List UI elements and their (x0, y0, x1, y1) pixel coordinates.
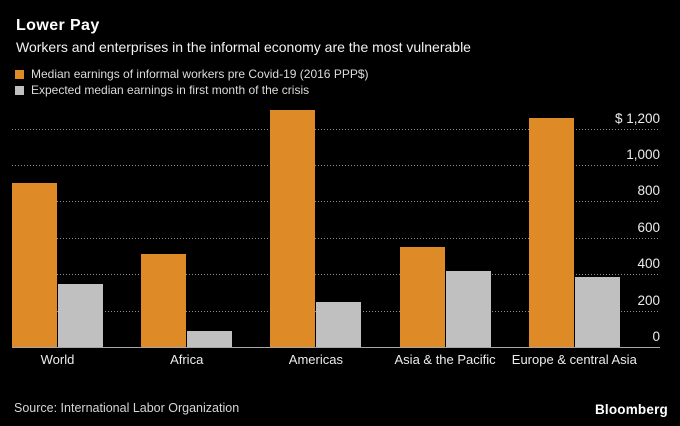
source-text: Source: International Labor Organization (14, 401, 240, 415)
x-axis-category-label: World (40, 352, 75, 367)
gridline (12, 201, 660, 203)
legend-swatch-orange-icon (15, 69, 24, 79)
legend-item: Median earnings of informal workers pre … (15, 66, 369, 82)
bar (528, 117, 574, 347)
y-axis-tick-label: $ 1,200 (614, 110, 660, 126)
chart-subtitle: Workers and enterprises in the informal … (16, 39, 471, 55)
x-axis-category-label: Americas (288, 352, 343, 367)
y-axis-tick-label: 600 (637, 219, 660, 235)
y-axis-tick-label: 800 (637, 183, 660, 199)
bar (316, 302, 362, 347)
bar (445, 270, 491, 347)
legend-swatch-gray-icon (15, 85, 24, 95)
bar (58, 284, 103, 347)
bar (574, 276, 620, 347)
x-axis-line (12, 347, 660, 348)
bar (141, 254, 187, 347)
legend-label: Median earnings of informal workers pre … (31, 67, 369, 81)
gridline (12, 128, 660, 130)
x-axis-category-label: Europe & central Asia (511, 352, 637, 367)
bloomberg-logo: Bloomberg (594, 402, 668, 417)
legend-item: Expected median earnings in first month … (15, 82, 369, 98)
y-axis-tick-label: 1,000 (626, 147, 660, 162)
bar (270, 110, 316, 347)
x-axis-category-label: Africa (170, 352, 204, 367)
gridline (12, 274, 660, 276)
bar (399, 246, 445, 347)
x-axis-category-label: Asia & the Pacific (394, 352, 496, 367)
bar (12, 183, 57, 347)
y-axis-tick-label: 400 (637, 256, 660, 272)
gridline (12, 165, 660, 166)
y-axis-tick-label: 200 (637, 292, 660, 308)
legend-label: Expected median earnings in first month … (31, 83, 310, 97)
gridline (12, 237, 660, 239)
chart-title: Lower Pay (16, 17, 100, 34)
y-axis-tick-label: 0 (652, 329, 660, 344)
bar (187, 330, 233, 347)
legend: Median earnings of informal workers pre … (15, 66, 369, 98)
